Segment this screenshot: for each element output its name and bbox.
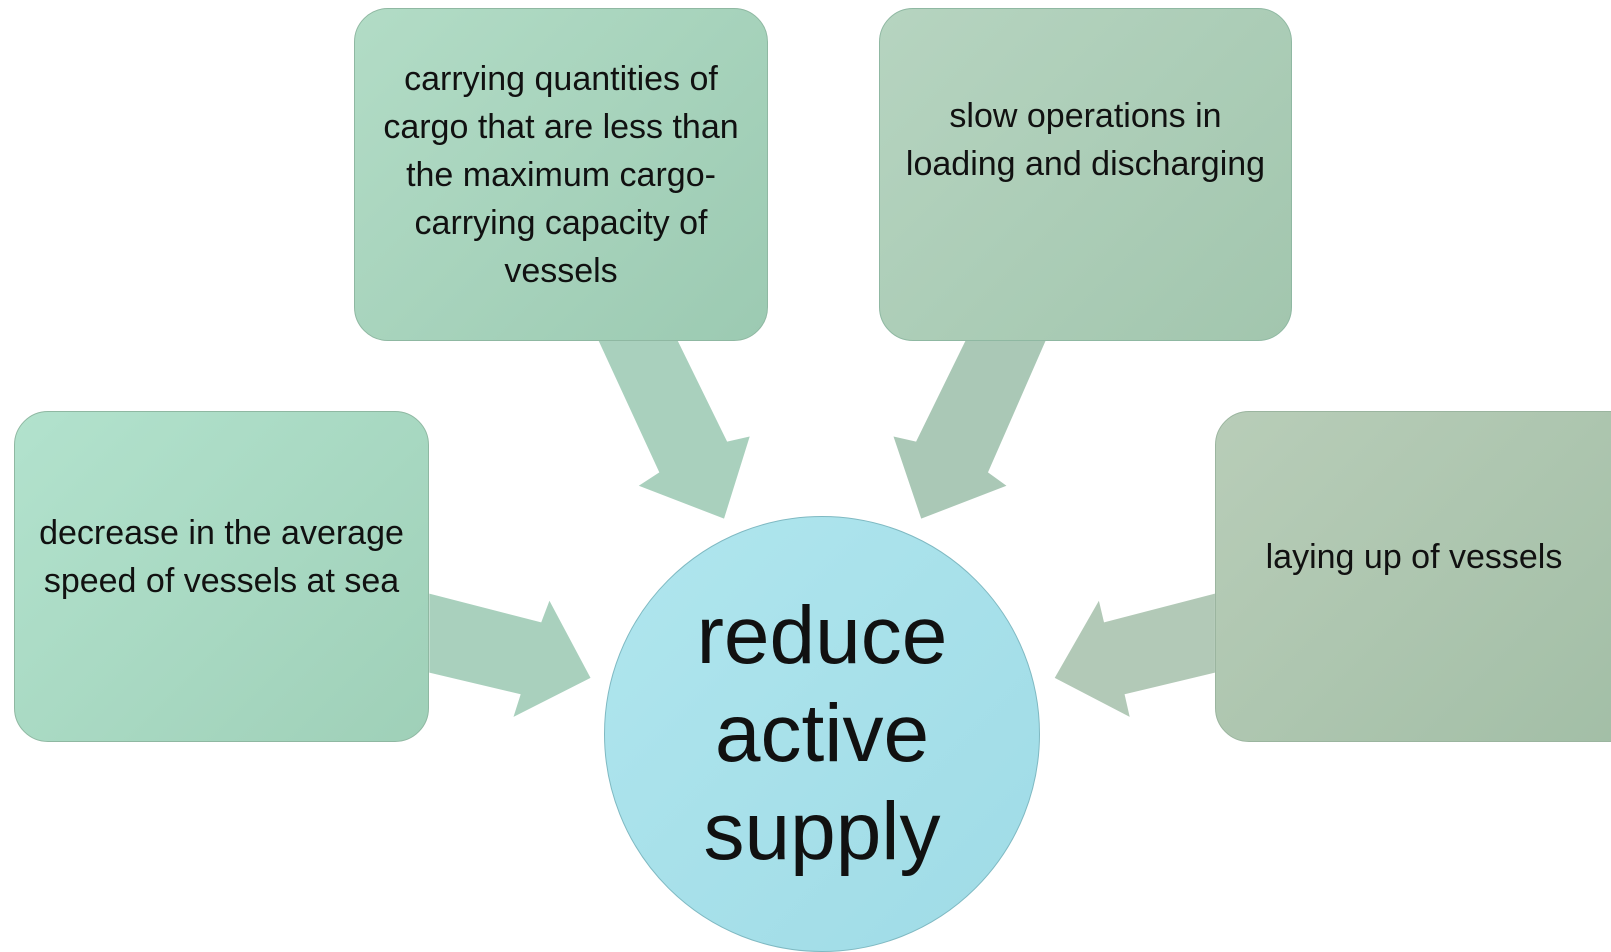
arrow — [893, 340, 1046, 519]
center-node: reduce active supply — [604, 516, 1040, 952]
arrow — [1054, 593, 1215, 717]
cause-box: laying up of vessels — [1215, 411, 1611, 742]
cause-box: carrying quantities of cargo that are le… — [354, 8, 768, 341]
cause-box: slow operations in loading and dischargi… — [879, 8, 1292, 341]
arrow — [429, 593, 591, 717]
cause-box: decrease in the average speed of vessels… — [14, 411, 429, 742]
arrow — [598, 340, 750, 519]
